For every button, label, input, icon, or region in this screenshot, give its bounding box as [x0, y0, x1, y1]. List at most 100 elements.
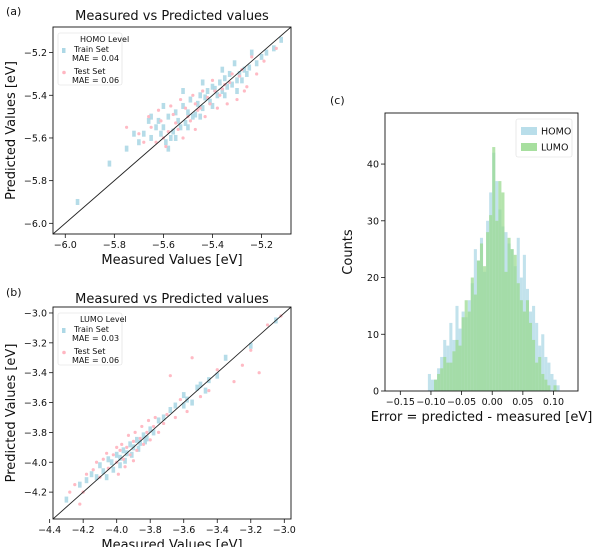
- test-point: [137, 132, 141, 136]
- train-point: [203, 94, 207, 101]
- train-point: [203, 387, 208, 394]
- train-point: [176, 117, 180, 124]
- train-point: [198, 381, 203, 388]
- test-point: [220, 87, 224, 91]
- train-point: [183, 120, 188, 127]
- train-point: [166, 145, 171, 152]
- test-point: [210, 78, 215, 82]
- train-point: [235, 77, 239, 84]
- legend-entry-mae: MAE = 0.03: [72, 334, 119, 343]
- lumo-bar: [434, 379, 438, 391]
- test-point: [215, 368, 219, 372]
- test-point: [73, 483, 77, 487]
- histogram-panel-c: (c) −0.15 −0.10 −0.05 0.00 0.05 0.10 0 10 20 30 40 E…: [330, 94, 592, 425]
- train-point: [213, 85, 217, 92]
- lumo-bar: [522, 311, 526, 391]
- lumo-bar: [440, 368, 444, 391]
- lumo-bar: [544, 379, 548, 391]
- test-point: [135, 448, 139, 452]
- train-point: [84, 477, 89, 484]
- test-point: [232, 380, 236, 384]
- test-point: [228, 80, 232, 85]
- homo-bar: [430, 379, 435, 391]
- legend-entry-label: Train Set: [73, 325, 109, 334]
- legend-box: [57, 32, 123, 86]
- train-point: [159, 130, 163, 137]
- train-point: [104, 474, 109, 481]
- test-point: [218, 93, 222, 97]
- test-point: [193, 127, 197, 132]
- test-point: [125, 445, 129, 449]
- y-tick-label: 40: [367, 160, 379, 171]
- test-point: [181, 136, 185, 140]
- legend-label-homo: HOMO: [541, 127, 571, 138]
- test-point: [105, 451, 109, 455]
- test-point: [207, 389, 211, 393]
- lumo-bar: [516, 283, 520, 391]
- train-point: [135, 436, 139, 443]
- train-point: [121, 447, 126, 454]
- train-point: [248, 342, 253, 349]
- x-tick-label: 0.05: [512, 397, 533, 408]
- lumo-bar: [535, 362, 539, 391]
- x-tick-label: 0.10: [543, 397, 564, 408]
- train-point: [138, 439, 142, 446]
- axes-frame: [52, 306, 292, 520]
- lumo-bar: [489, 215, 493, 391]
- lumo-bar: [467, 311, 471, 391]
- test-point: [140, 424, 144, 429]
- lumo-bar: [464, 300, 468, 391]
- train-point: [98, 462, 102, 469]
- test-point: [128, 453, 132, 457]
- train-point: [141, 130, 146, 137]
- train-point: [230, 81, 234, 88]
- test-point: [125, 125, 129, 129]
- test-point: [198, 106, 202, 110]
- train-point: [215, 92, 220, 99]
- x-tick-label: −6.0: [54, 240, 77, 251]
- train-point: [161, 124, 166, 131]
- test-point: [115, 445, 119, 449]
- x-tick-label: −3.6: [172, 525, 195, 536]
- train-point: [118, 454, 122, 461]
- test-point: [213, 89, 217, 93]
- train-point: [156, 417, 161, 424]
- test-point: [225, 102, 229, 106]
- test-point: [148, 438, 152, 442]
- lumo-bar: [483, 266, 487, 391]
- legend-swatch-homo: [521, 127, 537, 135]
- legend-marker-test: [62, 350, 66, 355]
- train-point: [168, 134, 173, 141]
- test-point: [188, 119, 193, 123]
- train-point: [222, 75, 227, 82]
- test-point: [169, 104, 173, 108]
- lumo-bar: [507, 237, 511, 391]
- lumo-bar: [458, 345, 462, 391]
- homo-bar: [535, 322, 539, 391]
- train-point: [156, 117, 161, 124]
- lumo-bar: [547, 385, 551, 391]
- train-point: [154, 124, 158, 131]
- test-point: [255, 72, 259, 76]
- lumo-bar: [452, 351, 456, 391]
- test-point: [203, 115, 207, 119]
- train-point: [128, 441, 132, 448]
- train-point: [161, 102, 166, 109]
- train-point: [124, 145, 129, 152]
- lumo-bar: [541, 373, 545, 391]
- train-point: [101, 468, 106, 475]
- train-point: [191, 113, 195, 120]
- train-point: [137, 139, 141, 146]
- test-point: [84, 472, 89, 476]
- y-tick-label: −3.6: [24, 398, 47, 409]
- train-point: [200, 105, 205, 112]
- legend-swatch-lumo: [521, 143, 537, 151]
- y-tick-label: −5.6: [24, 133, 47, 144]
- train-point: [164, 139, 168, 146]
- lumo-bar: [455, 339, 459, 391]
- lumo-bar: [470, 277, 474, 391]
- test-point: [178, 397, 182, 402]
- test-point: [205, 95, 210, 100]
- x-tick-label: −0.05: [447, 397, 476, 408]
- test-point: [159, 119, 163, 123]
